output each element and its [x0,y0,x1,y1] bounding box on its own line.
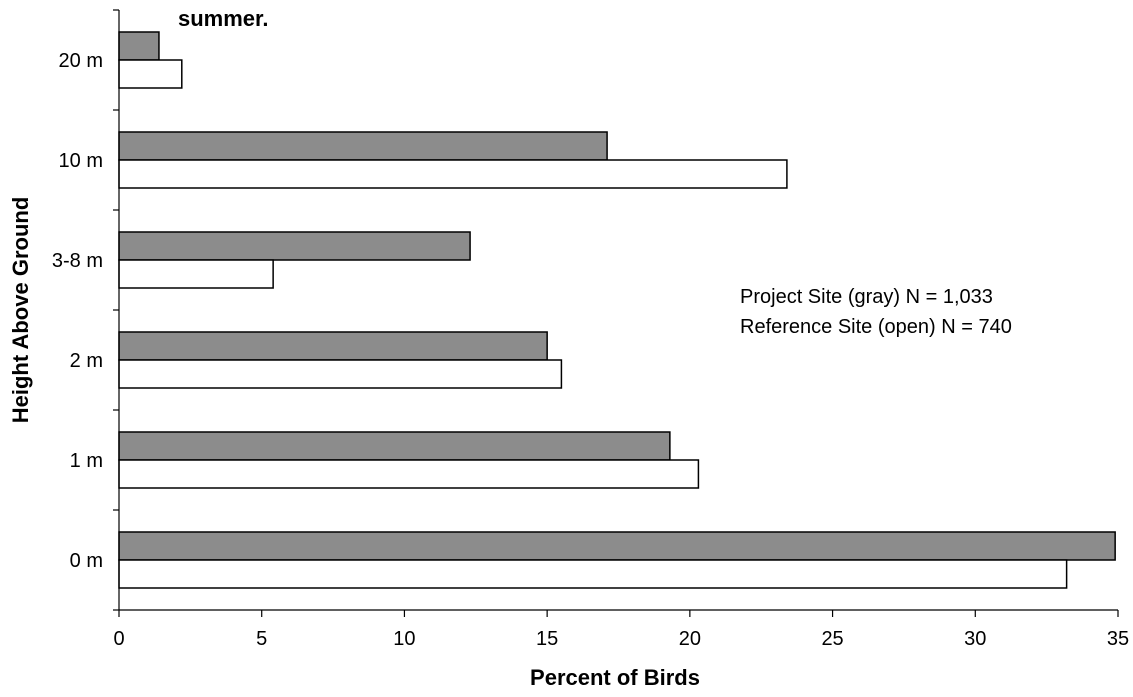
axes-layer [113,9,1119,617]
x-tick-label: 20 [679,628,701,650]
y-tick-label: 2 m [70,350,103,372]
y-tick-label: 20 m [59,50,103,72]
x-tick-label: 25 [821,628,843,650]
bar-open-20-m [118,59,183,89]
x-tick-label: 5 [256,628,267,650]
chart-title: summer. [178,6,269,31]
bar-open-1-m [118,459,700,489]
x-tick-label: 30 [964,628,986,650]
y-tick-label: 10 m [59,150,103,172]
bar-open-2-m [118,359,563,389]
bar-gray-20-m [118,31,160,61]
labels-layer: 20 m 10 m 3-8 m 2 m 1 m 0 m 0 5 10 15 20 25 30 35 [52,50,1129,650]
bar-gray-2-m [118,331,548,361]
annotation-reference-site: Reference Site (open) N = 740 [740,316,1012,338]
annotation-project-site: Project Site (gray) N = 1,033 [740,286,993,308]
bar-gray-3-8-m [118,231,471,261]
y-tick-label: 3-8 m [52,250,103,272]
x-axis-title: Percent of Birds [530,665,700,690]
x-tick-label: 15 [536,628,558,650]
bar-gray-0-m [118,531,1116,561]
bar-gray-1-m [118,431,671,461]
y-axis-title: Height Above Ground [8,197,33,424]
x-tick-label: 35 [1107,628,1129,650]
y-tick-label: 0 m [70,550,103,572]
bars-layer [118,31,1116,589]
bar-open-10-m [118,159,788,189]
x-tick-label: 0 [113,628,124,650]
bar-gray-10-m [118,131,608,161]
bar-open-3-8-m [118,259,274,289]
y-tick-label: 1 m [70,450,103,472]
bar-open-0-m [118,559,1068,589]
x-tick-label: 10 [393,628,415,650]
